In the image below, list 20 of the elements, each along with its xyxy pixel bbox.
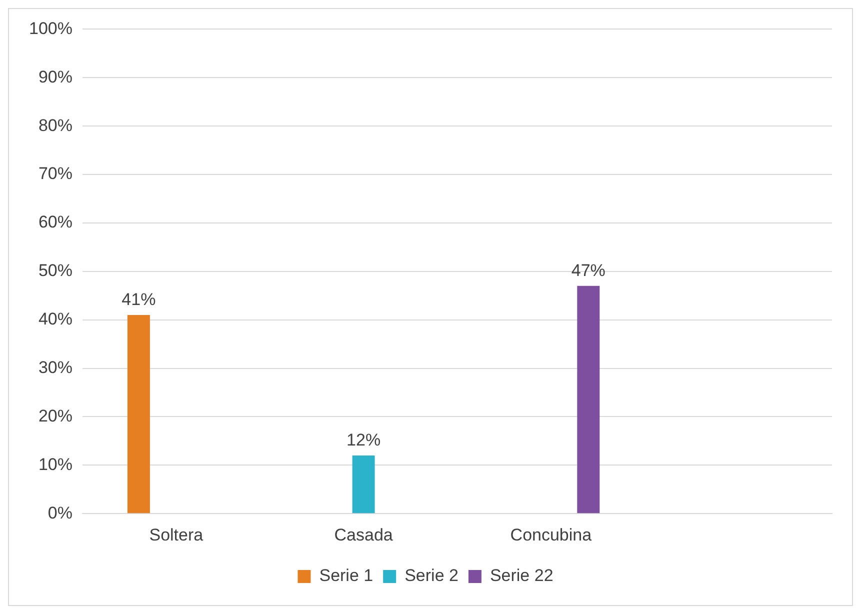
legend-label: Serie 1: [319, 566, 374, 586]
legend-label: Serie 2: [404, 566, 458, 586]
x-tick-label: Casada: [334, 525, 394, 544]
y-tick-label: 90%: [38, 67, 72, 86]
y-tick-label: 0%: [48, 503, 72, 522]
data-label: 41%: [122, 290, 156, 310]
y-tick-label: 30%: [38, 358, 72, 377]
y-tick-label: 100%: [28, 18, 72, 38]
x-tick-label: Concubina: [510, 525, 592, 544]
y-tick-label: 50%: [38, 261, 72, 280]
y-tick-label: 70%: [38, 164, 72, 184]
y-tick-label: 80%: [38, 116, 72, 135]
x-tick-label: Soltera: [149, 525, 204, 544]
y-tick-label: 20%: [38, 406, 72, 426]
legend-label: Serie 22: [490, 566, 554, 586]
data-label: 12%: [346, 430, 381, 450]
data-label: 47%: [571, 261, 606, 280]
y-tick-label: 60%: [38, 212, 72, 232]
y-tick-label: 10%: [38, 454, 72, 474]
y-tick-label: 40%: [38, 310, 72, 329]
